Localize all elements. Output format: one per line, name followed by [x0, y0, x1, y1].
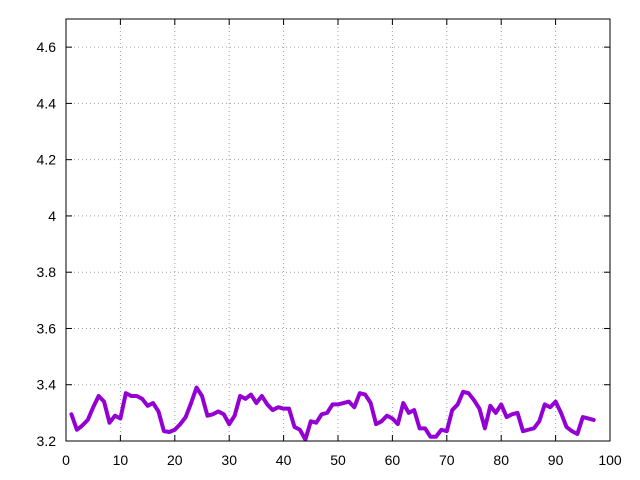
x-tick-label: 0: [62, 452, 70, 468]
x-tick-label: 40: [276, 452, 292, 468]
y-tick-label: 3.8: [37, 264, 57, 280]
series-layer: [69, 385, 596, 442]
y-tick-label: 4.6: [37, 39, 57, 55]
grid-layer: [66, 19, 610, 441]
y-tick-label: 3.4: [37, 377, 57, 393]
x-tick-label: 80: [493, 452, 509, 468]
y-tick-label: 3.6: [37, 320, 57, 336]
y-tick-label: 4.4: [37, 95, 57, 111]
plot-frame: [65, 18, 611, 442]
x-tick-label: 50: [330, 452, 346, 468]
x-tick-label: 20: [167, 452, 183, 468]
y-tick-label: 3.2: [37, 433, 57, 449]
series-line: [69, 385, 596, 442]
x-tick-label: 60: [385, 452, 401, 468]
tick-label-layer: 0 10 20 30 40 50 60 70 80 90 100 3.2 3.4 3.6 3.8 4 4.2 4.…: [37, 39, 622, 468]
x-tick-label: 10: [113, 452, 129, 468]
x-tick-label: 70: [439, 452, 455, 468]
y-tick-label: 4: [48, 208, 56, 224]
tick-layer: [65, 19, 611, 442]
x-tick-label: 100: [598, 452, 622, 468]
x-tick-label: 90: [548, 452, 564, 468]
x-tick-label: 30: [221, 452, 237, 468]
y-tick-label: 4.2: [37, 152, 57, 168]
